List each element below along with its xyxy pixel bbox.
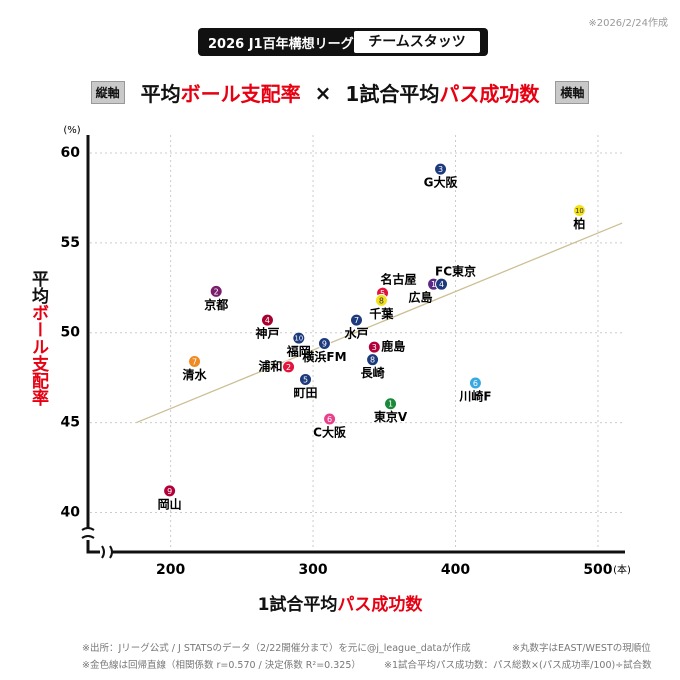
point-label: 神戸 xyxy=(255,326,279,341)
heading-text: ボール支配率 xyxy=(180,82,301,106)
footnote: ※金色線は回帰直線（相関係数 r=0.570 / 決定係数 R²=0.325） xyxy=(82,660,361,671)
footnote: ※出所：Jリーグ公式 / J STATSのデータ（2/22開催分まで）を元に@j… xyxy=(82,643,471,654)
axis-break xyxy=(101,545,113,559)
point-label: 東京V xyxy=(374,409,408,424)
point-label: G大阪 xyxy=(424,175,459,190)
point xyxy=(384,397,398,411)
point-number: 8 xyxy=(379,296,384,305)
point xyxy=(209,284,223,298)
x-tick-label: 200 xyxy=(156,562,185,578)
footnote: ※1試合平均パス成功数：パス総数×(パス成功率/100)÷試合数 xyxy=(384,660,652,671)
point-label: C大阪 xyxy=(313,424,347,439)
point-number: 7 xyxy=(354,316,359,325)
point-number: 6 xyxy=(327,415,332,424)
point-label: 清水 xyxy=(183,367,208,382)
y-tick-label: 45 xyxy=(61,415,80,431)
point xyxy=(572,203,586,217)
point-number: 5 xyxy=(303,375,308,384)
point-label: 水戸 xyxy=(344,326,368,341)
point-number: 3 xyxy=(438,165,443,174)
point-number: 1 xyxy=(431,280,436,289)
x-unit: (本) xyxy=(613,563,631,576)
point xyxy=(366,353,380,367)
heading-text: 1試合平均 xyxy=(345,82,440,106)
footnote: ※丸数字はEAST/WESTの現順位 xyxy=(512,643,651,654)
y-tick-label: 60 xyxy=(61,145,81,161)
trend-line xyxy=(136,222,623,424)
point xyxy=(435,277,449,291)
x-tick-label: 400 xyxy=(441,562,470,578)
point-number: 8 xyxy=(370,356,375,365)
point xyxy=(188,354,202,368)
axes xyxy=(86,135,625,554)
point-number: 5 xyxy=(380,289,385,298)
point-label: 広島 xyxy=(409,290,433,305)
point xyxy=(434,162,448,176)
point-number: 7 xyxy=(192,357,197,366)
point-number: 10 xyxy=(575,207,584,215)
point-number: 3 xyxy=(372,343,377,352)
point-label: 横浜FM xyxy=(302,349,346,364)
point-label: 長崎 xyxy=(361,365,385,380)
point-label: 柏 xyxy=(573,216,585,231)
y-label-text: 平均 xyxy=(28,270,48,304)
point xyxy=(292,331,306,345)
heading-text: 平均 xyxy=(140,82,181,106)
point xyxy=(350,313,363,327)
y-tick-label: 50 xyxy=(61,325,81,341)
point-label: 浦和 xyxy=(259,358,283,373)
point xyxy=(260,313,274,327)
point xyxy=(468,376,482,390)
title-name: チームスタッツ xyxy=(354,31,480,53)
point xyxy=(323,412,337,426)
y-tick-label: 40 xyxy=(61,504,81,520)
heading-times: × xyxy=(314,80,332,105)
point-label: 福岡 xyxy=(286,344,311,359)
point-label: 町田 xyxy=(293,386,317,400)
x-tag: 横軸 xyxy=(555,81,590,104)
x-label-text: パス成功数 xyxy=(337,595,423,615)
point xyxy=(163,484,177,498)
x-label: 1試合平均パス成功数 xyxy=(0,590,680,615)
point-number: 10 xyxy=(294,335,303,343)
point-number: 4 xyxy=(439,280,444,289)
x-tick-label: 300 xyxy=(298,562,327,578)
date-note: ※2026/2/24作成 xyxy=(588,18,668,29)
y-tag: 縦軸 xyxy=(90,81,125,104)
point-label: 名古屋 xyxy=(381,272,417,287)
point-number: 1 xyxy=(388,400,393,409)
point-label: 岡山 xyxy=(158,496,182,511)
point-label: 川崎F xyxy=(458,389,491,404)
heading: 縦軸 平均ボール支配率 × 1試合平均パス成功数 横軸 xyxy=(0,78,680,107)
heading-text: パス成功数 xyxy=(439,82,540,106)
y-tick-label: 55 xyxy=(61,235,80,251)
x-tick-label: 500 xyxy=(583,562,612,578)
y-label-text: ボール支配率 xyxy=(28,304,48,406)
point xyxy=(299,372,313,386)
x-label-text: 1試合平均 xyxy=(257,595,338,615)
title-box: 2026 J1百年構想リーグ チームスタッツ xyxy=(198,28,488,56)
title-badge: 2026 J1百年構想リーグ xyxy=(208,36,354,52)
point-label: 千葉 xyxy=(369,306,394,321)
point-number: 6 xyxy=(473,379,478,388)
point xyxy=(374,293,388,307)
point-label: FC東京 xyxy=(435,264,476,279)
point-number: 2 xyxy=(286,363,291,372)
point-label: 鹿島 xyxy=(381,339,405,354)
y-unit: (%) xyxy=(63,125,80,136)
point-number: 9 xyxy=(167,487,172,496)
axis-break xyxy=(81,527,95,539)
point xyxy=(317,337,331,350)
point xyxy=(282,360,296,374)
point-label: 京都 xyxy=(204,297,228,312)
point-number: 9 xyxy=(322,340,327,349)
point-number: 2 xyxy=(214,287,219,296)
y-label: 平均ボール支配率 xyxy=(26,270,51,406)
point xyxy=(367,340,381,354)
point-number: 4 xyxy=(265,316,270,325)
